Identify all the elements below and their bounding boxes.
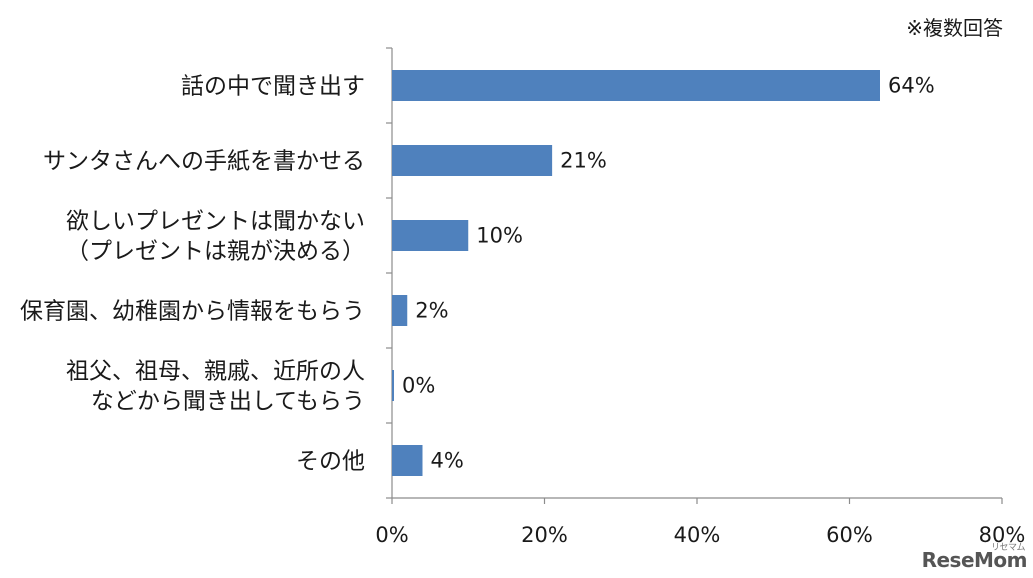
value-label: 10%: [476, 224, 523, 248]
value-label: 21%: [560, 149, 607, 173]
x-tick-label: 60%: [826, 523, 873, 547]
chart-labels: 64% 話の中で聞き出す 21% サンタさんへの手紙を書かせる 10% 欲しいプレゼントは…: [20, 74, 935, 475]
category-label: サンタさんへの手紙を書かせる: [43, 149, 365, 175]
value-label: 0%: [402, 374, 435, 398]
bar: [392, 70, 880, 101]
category-label: 話の中で聞き出す: [181, 74, 365, 100]
bar: [392, 370, 394, 401]
logo-subtext: リセマム: [990, 543, 1026, 553]
resemom-logo: ReseMom リセマム: [921, 543, 1028, 572]
bar: [392, 220, 469, 251]
category-label: その他: [296, 449, 365, 475]
category-label: 保育園、幼稚園から情報をもらう: [20, 299, 365, 325]
category-label: などから聞き出してもらう: [91, 389, 365, 415]
category-label: 欲しいプレゼントは聞かない: [66, 209, 365, 235]
value-label: 64%: [888, 74, 935, 98]
x-tick-label: 20%: [521, 523, 568, 547]
x-tick-label: 80%: [979, 523, 1026, 547]
bar: [392, 445, 423, 476]
multiple-answer-note: ※複数回答: [906, 16, 1003, 40]
value-label: 2%: [415, 299, 448, 323]
x-tick-label: 40%: [674, 523, 721, 547]
x-tick-label: 0%: [375, 523, 408, 547]
category-label: （プレゼントは親が決める）: [66, 239, 365, 265]
value-label: 4%: [431, 449, 464, 473]
logo-text: ReseMom: [921, 548, 1028, 572]
bar: [392, 295, 408, 326]
chart-axes: 0% 20% 40% 60% 80%: [375, 47, 1026, 547]
chart-bars: [392, 70, 880, 476]
bar: [392, 145, 553, 176]
category-label: 祖父、祖母、親戚、近所の人: [66, 359, 365, 385]
